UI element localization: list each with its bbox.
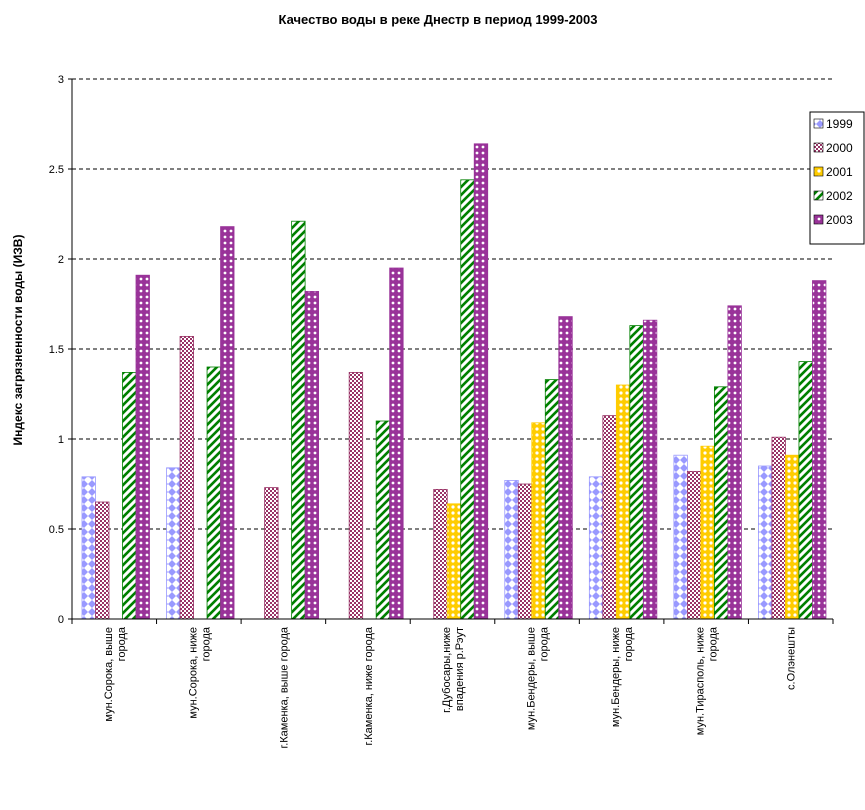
- x-category-label: мун.Бендеры, ниже: [610, 627, 622, 727]
- bar-2002-2: [291, 220, 306, 620]
- x-category-label: мун.Сорока, ниже: [187, 627, 199, 719]
- legend-swatch-2003: [813, 214, 824, 225]
- x-category-label: г.Каменка, ниже города: [363, 626, 375, 745]
- bar-2001-8: [785, 454, 800, 620]
- bar-2002-3: [375, 420, 391, 620]
- bar-2000-3: [348, 371, 364, 620]
- bar-2002-1: [206, 366, 221, 620]
- bar-2002-0: [122, 371, 137, 620]
- bar-2003-1: [220, 226, 235, 620]
- x-category-label: города: [116, 626, 128, 661]
- bar-2003-6: [642, 319, 658, 620]
- bar-1999-8: [758, 465, 773, 620]
- y-ticks: 0 0.5 1 1.5 2 2.5 3: [49, 74, 72, 626]
- bar-2000-0: [95, 501, 110, 620]
- x-category-label: мун.Тирасполь, ниже: [695, 627, 707, 735]
- x-category-label: г.Дубосары,ниже: [441, 627, 453, 713]
- bar-2002-4: [460, 179, 475, 620]
- bars: [81, 143, 827, 620]
- x-category-label: г.Каменка, выше города: [278, 626, 290, 748]
- bar-2000-2: [264, 487, 279, 620]
- bar-2002-7: [713, 386, 729, 620]
- legend-swatch-2000: [813, 142, 824, 153]
- y-tick-label: 0.5: [49, 524, 64, 536]
- bar-2001-4: [446, 503, 462, 620]
- bar-2000-8: [771, 436, 786, 620]
- legend: 1999 2000 2001 2002 2003: [809, 111, 865, 245]
- legend-label-2001: 2001: [826, 165, 853, 179]
- bar-2002-8: [798, 361, 813, 620]
- bar-2002-6: [629, 325, 644, 620]
- legend-label-2003: 2003: [826, 213, 853, 227]
- y-tick-label: 1: [58, 434, 64, 446]
- x-category-label: с.Олэнешты: [786, 627, 798, 690]
- bar-2003-0: [135, 274, 150, 620]
- bar-2001-7: [700, 445, 715, 620]
- bar-2000-1: [179, 335, 194, 620]
- y-tick-label: 1.5: [49, 344, 64, 356]
- legend-label-2002: 2002: [826, 189, 853, 203]
- legend-label-1999: 1999: [826, 117, 853, 131]
- legend-swatch-2001: [813, 166, 824, 177]
- bar-1999-1: [166, 467, 181, 620]
- bar-1999-0: [81, 476, 96, 620]
- bar-2002-5: [544, 379, 560, 620]
- chart-title: Качество воды в реке Днестр в период 199…: [279, 12, 598, 27]
- y-tick-label: 2.5: [49, 164, 64, 176]
- y-tick-label: 2: [58, 254, 64, 266]
- bar-2000-7: [686, 470, 702, 620]
- bar-2001-6: [615, 384, 631, 620]
- y-tick-label: 3: [58, 74, 64, 86]
- x-category-label: впадения р.Рэут: [454, 627, 466, 711]
- bar-2000-5: [517, 483, 533, 620]
- bar-2003-8: [812, 280, 827, 620]
- bar-2003-7: [727, 305, 742, 620]
- bar-1999-6: [588, 476, 604, 620]
- bar-1999-5: [504, 479, 519, 620]
- x-category-label: города: [708, 626, 720, 661]
- bar-2000-6: [602, 415, 617, 620]
- x-category-label: города: [200, 626, 212, 661]
- bar-2001-5: [531, 422, 546, 620]
- bar-2003-4: [473, 143, 489, 620]
- x-category-label: города: [539, 626, 551, 661]
- y-tick-label: 0: [58, 614, 64, 626]
- bar-2003-2: [304, 290, 320, 620]
- legend-swatch-2002: [813, 190, 824, 201]
- y-axis-label: Индекс загрязненности воды (ИЗВ): [11, 235, 25, 446]
- bar-1999-7: [673, 454, 688, 620]
- x-category-label: мун.Сорока, выше: [103, 627, 115, 722]
- bar-2003-3: [389, 267, 404, 620]
- legend-label-2000: 2000: [826, 141, 853, 155]
- bar-2000-4: [433, 488, 448, 620]
- x-categories: мун.Сорока, выше города мун.Сорока, ниже го…: [71, 619, 834, 748]
- x-category-label: города: [623, 626, 635, 661]
- legend-swatch-1999: [813, 118, 824, 129]
- x-category-label: мун.Бендеры, выше: [526, 627, 538, 730]
- bar-2003-5: [558, 316, 573, 620]
